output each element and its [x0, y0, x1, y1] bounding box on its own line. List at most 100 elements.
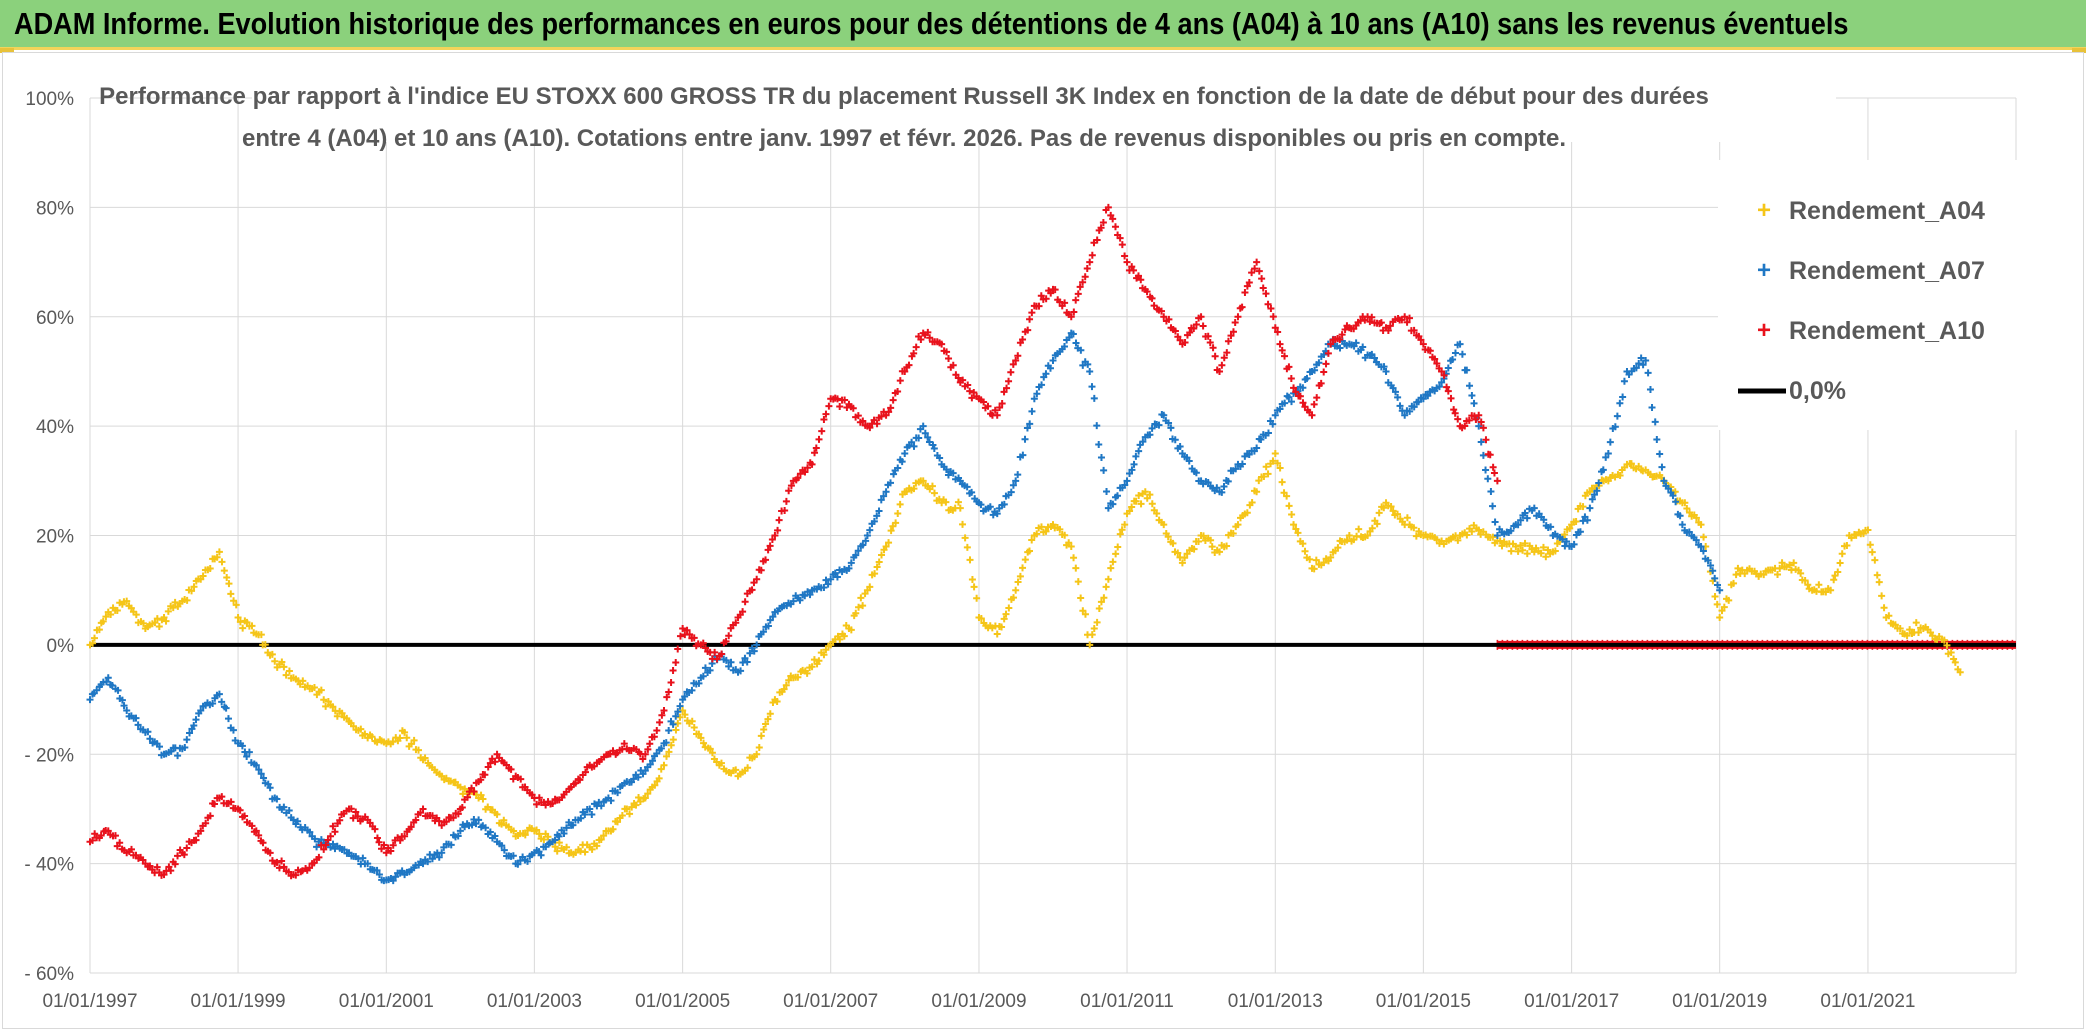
data-point — [1635, 462, 1643, 470]
data-point — [1871, 556, 1879, 564]
data-point — [1444, 387, 1452, 395]
data-point — [1274, 328, 1282, 336]
data-point — [500, 816, 508, 824]
data-point — [663, 752, 671, 760]
data-point — [859, 417, 867, 425]
data-point — [190, 583, 198, 591]
data-point — [1074, 290, 1082, 298]
data-point — [1100, 594, 1108, 602]
data-point — [1943, 641, 1951, 649]
data-point — [1912, 619, 1920, 627]
data-point — [713, 758, 721, 766]
data-point — [665, 727, 673, 735]
title-background — [252, 80, 1836, 142]
data-point — [533, 826, 541, 834]
data-point — [320, 696, 328, 704]
data-point — [973, 392, 981, 400]
data-point — [1274, 459, 1282, 467]
data-point — [287, 814, 295, 822]
data-point — [977, 614, 985, 622]
data-point — [174, 752, 182, 760]
data-point — [590, 762, 598, 770]
data-point — [674, 645, 682, 653]
data-point — [762, 556, 770, 564]
data-point — [1109, 558, 1117, 566]
data-point — [1417, 336, 1425, 344]
data-point — [442, 818, 450, 826]
data-point — [540, 836, 548, 844]
data-point — [1061, 531, 1069, 539]
data-point — [199, 572, 207, 580]
data-point — [123, 707, 131, 714]
data-point — [514, 860, 522, 868]
data-point — [361, 860, 369, 868]
data-point — [1072, 339, 1080, 347]
data-point — [535, 848, 543, 856]
data-point — [114, 686, 122, 694]
data-point — [1322, 360, 1330, 368]
data-point — [801, 468, 809, 476]
data-point — [491, 832, 499, 840]
data-point — [392, 873, 400, 881]
data-point — [1139, 284, 1147, 292]
data-point — [1475, 422, 1483, 430]
data-point — [1113, 492, 1121, 500]
data-point — [1523, 514, 1531, 522]
data-point — [310, 683, 318, 691]
data-point — [1269, 313, 1277, 321]
data-point — [577, 814, 585, 822]
data-point — [435, 853, 443, 861]
data-point — [222, 704, 230, 712]
y-tick-label: 100% — [25, 89, 74, 110]
data-point — [1118, 526, 1126, 534]
data-point — [113, 607, 121, 615]
data-point — [146, 735, 154, 743]
data-point — [885, 539, 893, 547]
data-point — [1014, 471, 1022, 479]
data-point — [202, 819, 210, 827]
data-point — [665, 748, 673, 756]
data-point — [1165, 315, 1173, 323]
data-point — [1899, 629, 1907, 637]
data-point — [1000, 500, 1008, 508]
data-point — [139, 619, 147, 627]
data-point — [1639, 361, 1647, 369]
data-point — [1049, 357, 1057, 364]
data-point — [1019, 564, 1027, 572]
data-point — [1602, 476, 1610, 484]
data-point — [528, 791, 536, 799]
data-point — [562, 824, 570, 832]
chart-frame — [2, 52, 2084, 1029]
data-point — [1540, 516, 1548, 524]
data-point — [551, 836, 559, 844]
data-point — [1482, 466, 1490, 474]
data-point — [1255, 477, 1263, 485]
data-point — [322, 841, 330, 849]
data-point — [737, 667, 745, 675]
data-point — [1143, 494, 1151, 502]
data-point — [722, 656, 730, 664]
data-point — [1361, 533, 1369, 541]
data-point — [243, 753, 251, 761]
data-point — [750, 753, 758, 761]
data-point — [806, 664, 814, 672]
data-point — [188, 587, 196, 595]
data-point — [565, 818, 573, 826]
data-point — [597, 802, 605, 810]
data-point — [1285, 363, 1293, 371]
data-point — [1023, 424, 1031, 432]
legend-marker-a10: + — [1757, 317, 1771, 344]
data-point — [1417, 394, 1425, 402]
data-point — [1377, 319, 1385, 327]
data-point — [380, 841, 388, 849]
data-point — [1224, 337, 1232, 345]
data-point — [375, 870, 383, 878]
data-point — [464, 793, 472, 801]
data-point — [250, 760, 258, 768]
data-point — [259, 839, 267, 847]
data-point — [1338, 331, 1346, 339]
data-point — [646, 740, 654, 748]
data-point — [238, 742, 246, 750]
data-point — [1009, 481, 1017, 489]
data-point — [1709, 567, 1717, 575]
